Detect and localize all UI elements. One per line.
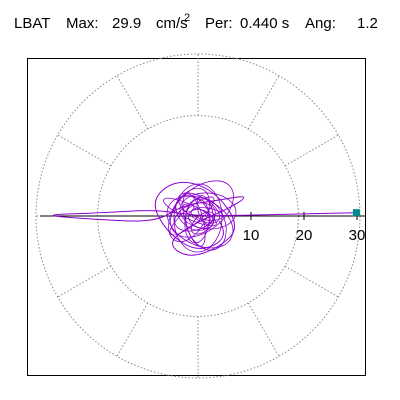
trace-loop-15 <box>182 193 206 247</box>
max-unit-power: 2 <box>184 12 191 24</box>
period-value: 0.440 s <box>240 15 290 32</box>
radial-tick-label-30: 30 <box>349 227 366 244</box>
angle-value: 1.2 <box>357 15 378 32</box>
trace-loop-4 <box>173 183 223 253</box>
trace-path <box>53 181 357 256</box>
trace-loop-7 <box>174 202 216 232</box>
station-code: LBAT <box>14 15 51 32</box>
max-amplitude-marker <box>352 209 360 217</box>
grid-spoke-210 <box>57 265 112 298</box>
max-label: Max: <box>66 15 99 32</box>
trace-loop-16 <box>190 207 224 221</box>
grid-spoke-300 <box>247 302 280 357</box>
angle-label: Ang: <box>305 15 336 32</box>
chart-header: LBAT Max: 29.9 cm/s 2 Per: 0.440 s Ang: … <box>0 12 400 44</box>
radial-tick-label-10: 10 <box>243 227 260 244</box>
grid-spoke-120 <box>116 75 149 130</box>
trace-loop-10 <box>169 196 215 236</box>
trace-loop-8 <box>179 192 237 230</box>
plot-area <box>27 58 366 376</box>
radial-tick-label-20: 20 <box>296 227 313 244</box>
grid-spoke-60 <box>247 75 280 130</box>
trace-loop-5 <box>163 197 217 227</box>
grid-spoke-240 <box>116 302 149 357</box>
period-label: Per: <box>205 15 233 32</box>
trace-loop-11 <box>196 195 214 225</box>
trace-loop-9 <box>166 195 234 249</box>
max-value: 29.9 <box>112 15 142 32</box>
trace-loop-14 <box>170 180 234 238</box>
trace-loop-17 <box>178 192 220 224</box>
grid-spoke-30 <box>284 134 339 167</box>
max-unit: cm/s <box>156 15 188 32</box>
grid-spoke-330 <box>284 265 339 298</box>
grid-spoke-150 <box>57 134 112 167</box>
